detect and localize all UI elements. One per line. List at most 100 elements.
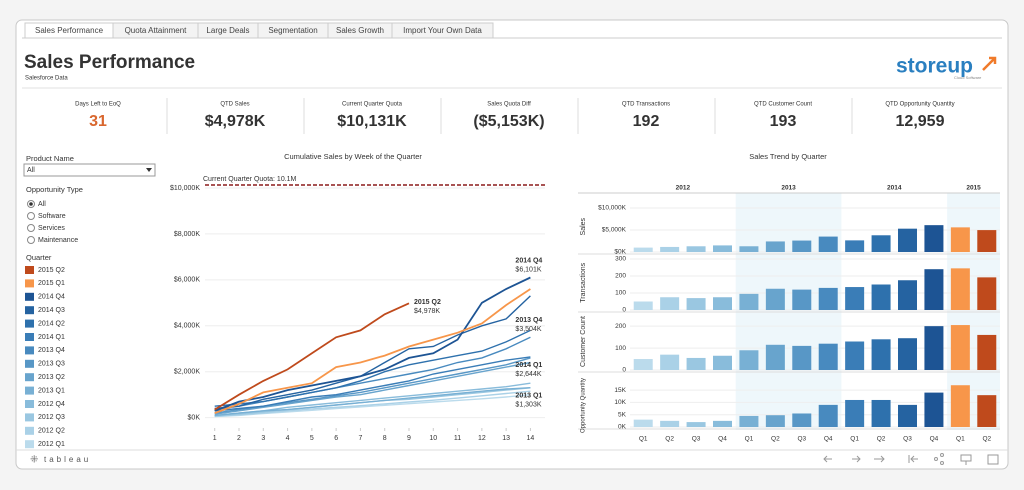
- radio[interactable]: [27, 224, 35, 232]
- series-line: [214, 361, 531, 415]
- pause-icon[interactable]: [908, 455, 918, 463]
- quarter-label: Q2: [771, 436, 780, 443]
- quarter-label: Q3: [797, 436, 806, 443]
- legend-label[interactable]: 2013 Q3: [38, 361, 65, 368]
- fullscreen-icon[interactable]: [987, 454, 999, 465]
- y-tick-label: 0: [622, 307, 626, 314]
- tab-label[interactable]: Import Your Own Data: [403, 26, 482, 35]
- legend-label[interactable]: 2014 Q3: [38, 307, 65, 314]
- undo-icon[interactable]: [823, 455, 832, 463]
- radio-label[interactable]: All: [38, 201, 46, 208]
- y-tick-label: 10K: [614, 399, 626, 406]
- legend-label[interactable]: 2014 Q2: [38, 320, 65, 327]
- radio-label[interactable]: Services: [38, 225, 65, 232]
- bar: [950, 325, 970, 370]
- tab[interactable]: [391, 22, 494, 39]
- bar: [739, 246, 759, 252]
- data-label: $4,978K: [414, 308, 440, 315]
- legend-label[interactable]: 2012 Q4: [38, 401, 65, 408]
- legend-label[interactable]: 2012 Q2: [38, 428, 65, 435]
- bar: [633, 247, 653, 252]
- share-icon[interactable]: [940, 461, 944, 465]
- redo-icon[interactable]: [852, 455, 861, 463]
- bar: [633, 419, 653, 427]
- legend-label[interactable]: 2013 Q4: [38, 347, 65, 354]
- y-tick-label: $8,000K: [174, 231, 200, 238]
- legend-label[interactable]: 2014 Q4: [38, 294, 65, 301]
- series-line: [214, 356, 531, 412]
- bar: [818, 404, 838, 427]
- data-label: $6,101K: [515, 266, 541, 273]
- bar: [977, 334, 997, 370]
- legend-label[interactable]: 2015 Q2: [38, 267, 65, 274]
- legend-label[interactable]: 2014 Q1: [38, 334, 65, 341]
- bar: [871, 399, 891, 427]
- bar: [950, 268, 970, 310]
- legend-swatch: [25, 266, 34, 274]
- legend-label[interactable]: 2013 Q2: [38, 374, 65, 381]
- legend-swatch: [25, 359, 34, 368]
- filter-label: Product Name: [26, 154, 74, 163]
- legend-swatch: [25, 426, 34, 435]
- radio[interactable]: [27, 212, 35, 220]
- y-tick-label: 0: [622, 367, 626, 374]
- revert-icon[interactable]: [874, 455, 885, 463]
- bar: [977, 230, 997, 252]
- logo: storeup: [896, 55, 973, 78]
- radio-label[interactable]: Software: [38, 213, 66, 220]
- quarter-label: Q1: [850, 436, 859, 443]
- year-label: 2015: [966, 185, 981, 192]
- bar: [924, 225, 944, 252]
- radio-dot[interactable]: [29, 202, 33, 206]
- radio[interactable]: [27, 236, 35, 244]
- bar: [845, 287, 865, 310]
- y-tick-label: $2,000K: [174, 369, 200, 376]
- legend-label[interactable]: 2012 Q1: [38, 441, 65, 448]
- bar: [818, 343, 838, 370]
- year-label: 2013: [781, 185, 796, 192]
- tab-label[interactable]: Sales Performance: [35, 26, 104, 35]
- bar: [871, 339, 891, 370]
- download-icon[interactable]: [960, 454, 972, 465]
- bar: [713, 245, 732, 252]
- bar: [818, 287, 838, 310]
- radio-label[interactable]: Maintenance: [38, 237, 78, 244]
- bar: [739, 415, 759, 427]
- select-value[interactable]: All: [27, 167, 35, 174]
- select-box[interactable]: [23, 163, 156, 177]
- legend-label[interactable]: 2012 Q3: [38, 414, 65, 421]
- series-line: [214, 329, 531, 407]
- tab-label[interactable]: Segmentation: [268, 26, 317, 35]
- logo-tagline: Cloud Software: [954, 75, 982, 80]
- x-tick-label: 3: [261, 435, 265, 442]
- quarter-label: Q1: [956, 436, 965, 443]
- bar: [633, 301, 653, 310]
- y-tick-label: $10,000K: [598, 205, 626, 212]
- share-icon[interactable]: [940, 453, 944, 457]
- bar: [898, 338, 917, 370]
- legend-swatch: [25, 319, 34, 328]
- legend-label[interactable]: 2015 Q1: [38, 280, 65, 287]
- bar: [950, 227, 970, 252]
- bar: [765, 288, 785, 310]
- y-tick-label: 5K: [618, 411, 627, 418]
- legend-swatch: [25, 413, 34, 422]
- quarter-label: Q1: [745, 436, 754, 443]
- series-line: [214, 302, 410, 411]
- y-tick-label: 15K: [614, 387, 626, 394]
- y-tick-label: 300: [615, 256, 626, 263]
- bar: [871, 284, 891, 310]
- tab-label[interactable]: Large Deals: [206, 26, 249, 35]
- legend-label[interactable]: 2013 Q1: [38, 387, 65, 394]
- kpi-value: 193: [770, 113, 797, 130]
- kpi-value: $10,131K: [337, 113, 407, 130]
- tab-label[interactable]: Quota Attainment: [125, 26, 188, 35]
- bar: [818, 236, 838, 252]
- share-icon[interactable]: [934, 457, 938, 461]
- bar: [713, 355, 732, 370]
- tab-label[interactable]: Sales Growth: [336, 26, 384, 35]
- bar: [633, 359, 653, 370]
- bar: [660, 297, 680, 310]
- bar: [845, 341, 865, 370]
